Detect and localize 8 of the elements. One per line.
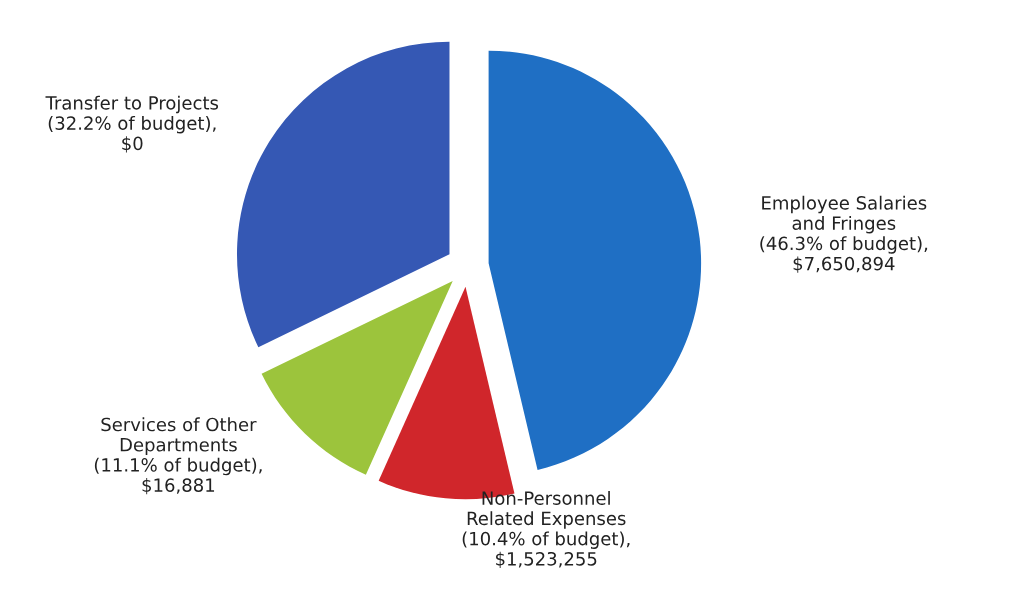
data-label: (10.4% of budget), $1,523,255 xyxy=(462,531,630,569)
data-label: (11.1% of budget), $16,881 xyxy=(94,457,262,495)
data-label: (46.3% of budget), $7,650,894 xyxy=(760,236,928,273)
slice-label: Non-Personnel Related Expenses xyxy=(467,491,626,529)
slice-label: Transfer to Projects xyxy=(45,95,219,114)
slice-label: Services of Other Departments xyxy=(101,417,257,456)
data-label: (32.2% of budget), $0 xyxy=(48,115,216,153)
slice-label: Employee Salaries and Fringes xyxy=(762,195,927,234)
